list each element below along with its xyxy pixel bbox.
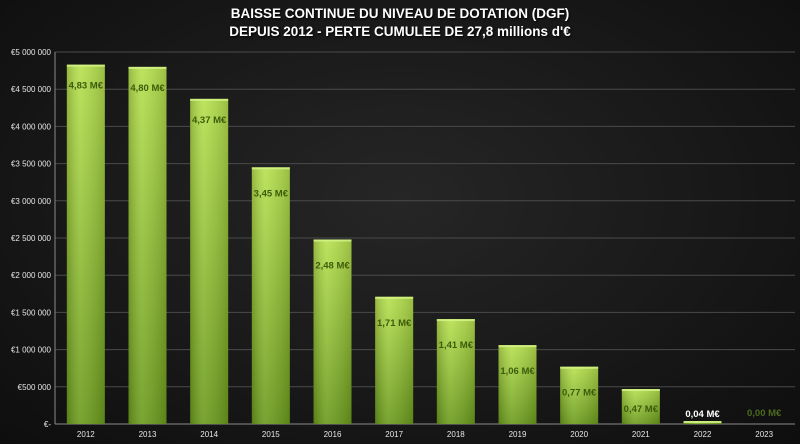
bar-shading: [66, 64, 105, 424]
x-tick-label: 2015: [262, 430, 280, 439]
bar-shading: [375, 296, 414, 424]
bar-top-highlight: [436, 319, 475, 322]
chart-title-line-1: BAISSE CONTINUE DU NIVEAU DE DOTATION (D…: [230, 6, 570, 21]
bar-top-highlight: [251, 167, 290, 170]
bar-data-label: 2,48 M€: [315, 260, 350, 271]
x-tick-label: 2020: [570, 430, 588, 439]
bar-shading: [313, 239, 352, 424]
bar-shading: [190, 98, 229, 424]
y-tick-label: €4 000 000: [11, 122, 52, 131]
y-axis: €- €500 000 €1 000 000 €1 500 000 €2 000 000…: [11, 48, 56, 429]
y-tick-label: €500 000: [18, 383, 52, 392]
y-tick-label: €2 500 000: [11, 234, 52, 243]
x-tick-label: 2018: [447, 430, 465, 439]
x-tick-label: 2023: [755, 430, 773, 439]
bar-data-label: 4,37 M€: [192, 115, 227, 126]
bar-top-highlight: [313, 239, 352, 242]
x-tick-label: 2014: [200, 430, 218, 439]
bar-data-label: 1,41 M€: [439, 340, 474, 351]
x-tick-label: 2021: [632, 430, 650, 439]
x-tick-label: 2019: [509, 430, 527, 439]
x-tick-label: 2016: [324, 430, 342, 439]
x-tick-label: 2017: [385, 430, 403, 439]
bar-top-highlight: [498, 345, 537, 348]
y-tick-label: €1 000 000: [11, 346, 52, 355]
bar-top-highlight: [621, 389, 660, 392]
bar-shading: [436, 319, 475, 424]
bar-data-label: 1,06 M€: [500, 366, 535, 377]
bar-data-label: 0,00 M€: [747, 408, 782, 419]
bar-shading: [560, 366, 599, 424]
bar-top-highlight: [66, 64, 105, 67]
y-tick-label: €5 000 000: [11, 48, 52, 57]
bar-top-highlight: [560, 366, 599, 369]
bars: 4,83 M€ 4,80 M€ 4,37 M€ 3,45 M€ 2,48 M€ 1,71 …: [66, 64, 782, 424]
y-tick-label: €1 500 000: [11, 308, 52, 317]
y-tick-label: €2 000 000: [11, 271, 52, 280]
y-tick-label: €3 500 000: [11, 160, 52, 169]
bar-data-label: 0,04 M€: [685, 409, 720, 420]
bar-data-label: 0,77 M€: [562, 388, 597, 399]
bar-top-highlight: [190, 98, 229, 101]
y-tick-label: €3 000 000: [11, 197, 52, 206]
bar-top-highlight: [683, 421, 722, 424]
bar-data-label: 4,80 M€: [130, 83, 165, 94]
bar-data-label: 1,71 M€: [377, 318, 412, 329]
y-tick-label: €4 500 000: [11, 85, 52, 94]
bar-data-label: 4,83 M€: [69, 81, 104, 92]
bar-shading: [251, 167, 290, 424]
bar-top-highlight: [128, 66, 167, 69]
y-tick-label: €-: [44, 420, 51, 429]
x-tick-label: 2013: [139, 430, 157, 439]
x-tick-label: 2022: [694, 430, 712, 439]
bar-shading: [498, 345, 537, 424]
bar-shading: [128, 66, 167, 424]
bar-top-highlight: [375, 296, 414, 299]
bar-data-label: 0,47 M€: [624, 404, 659, 415]
gridlines: [55, 51, 795, 425]
x-tick-label: 2012: [77, 430, 95, 439]
x-axis: 2012 2013 2014 2015 2016 2017 2018 2019 2020 2021…: [77, 430, 774, 439]
chart-title-line-2: DEPUIS 2012 - PERTE CUMULEE DE 27,8 mill…: [229, 24, 571, 39]
bar-data-label: 3,45 M€: [254, 188, 289, 199]
bar-shading: [621, 389, 660, 424]
